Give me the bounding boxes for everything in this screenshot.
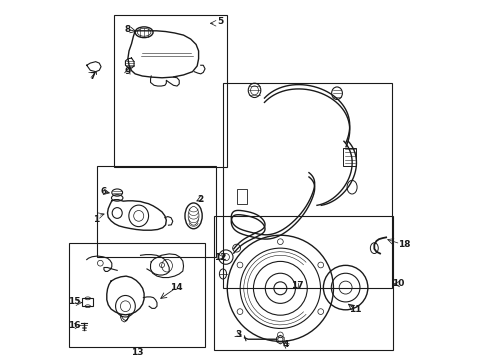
Bar bbox=[97, 166, 215, 257]
Text: 17: 17 bbox=[291, 280, 303, 289]
Text: 15: 15 bbox=[68, 297, 81, 306]
Text: 3: 3 bbox=[234, 330, 241, 339]
Text: 18: 18 bbox=[397, 240, 409, 249]
Text: 12: 12 bbox=[213, 253, 226, 262]
Bar bbox=[343, 148, 356, 166]
Text: 9: 9 bbox=[124, 67, 131, 76]
Text: 14: 14 bbox=[170, 283, 183, 292]
Text: 13: 13 bbox=[131, 348, 143, 357]
Text: 10: 10 bbox=[392, 279, 404, 288]
Bar bbox=[236, 189, 247, 204]
Bar bbox=[223, 83, 391, 288]
Text: 7: 7 bbox=[89, 72, 96, 81]
Text: 11: 11 bbox=[349, 305, 361, 314]
Bar bbox=[82, 298, 93, 306]
Text: 8: 8 bbox=[124, 25, 130, 34]
Bar bbox=[69, 243, 204, 347]
Text: 1: 1 bbox=[92, 215, 99, 224]
Text: 4: 4 bbox=[283, 341, 289, 350]
Text: 5: 5 bbox=[217, 17, 223, 26]
Bar bbox=[214, 216, 392, 350]
Text: 6: 6 bbox=[101, 187, 107, 196]
Text: 2: 2 bbox=[197, 194, 203, 203]
Bar bbox=[113, 15, 226, 167]
Text: 16: 16 bbox=[68, 321, 81, 330]
